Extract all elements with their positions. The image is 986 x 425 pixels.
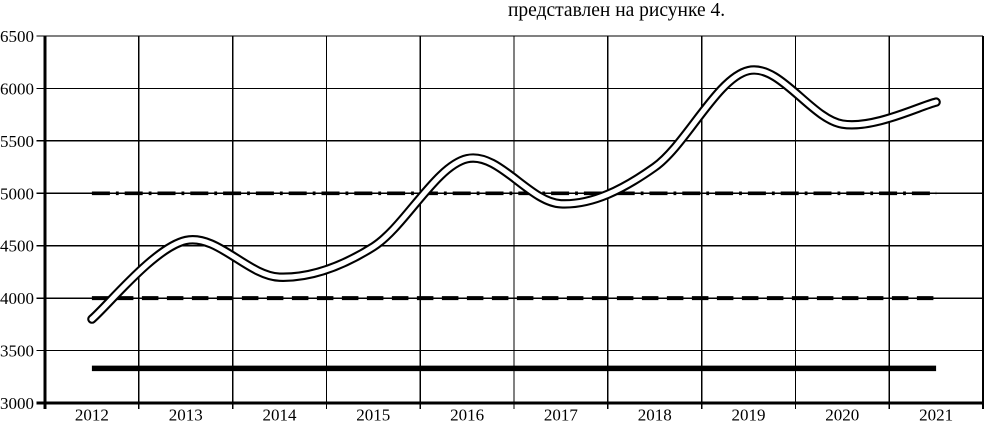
x-year-label: 2016 [450,406,484,425]
x-year-label: 2017 [544,406,579,425]
y-tick-label: 3000 [0,394,34,413]
grid-and-axes [36,35,984,409]
x-year-label: 2015 [356,406,390,425]
trend-curve [87,65,941,324]
reference-lines [91,191,937,372]
figure-caption-text: представлен на рисунке 4. [508,0,726,21]
x-year-label: 2020 [825,406,859,425]
x-year-label: 2019 [732,406,766,425]
x-year-label: 2013 [169,406,203,425]
y-tick-label: 4500 [0,237,34,256]
x-year-label: 2018 [638,406,672,425]
y-tick-label: 6500 [0,27,34,46]
axis-labels: 3000 3500 4000 4500 5000 5500 6000 6500 2012 2013… [0,27,953,425]
main-trend-curve-core [89,67,939,322]
x-year-label: 2014 [263,406,298,425]
y-tick-label: 4000 [0,289,34,308]
x-year-label: 2021 [919,406,953,425]
y-tick-label: 3500 [0,342,34,361]
x-year-label: 2012 [75,406,109,425]
y-tick-label: 5000 [0,184,34,203]
y-tick-label: 6000 [0,79,34,98]
y-tick-label: 5500 [0,132,34,151]
